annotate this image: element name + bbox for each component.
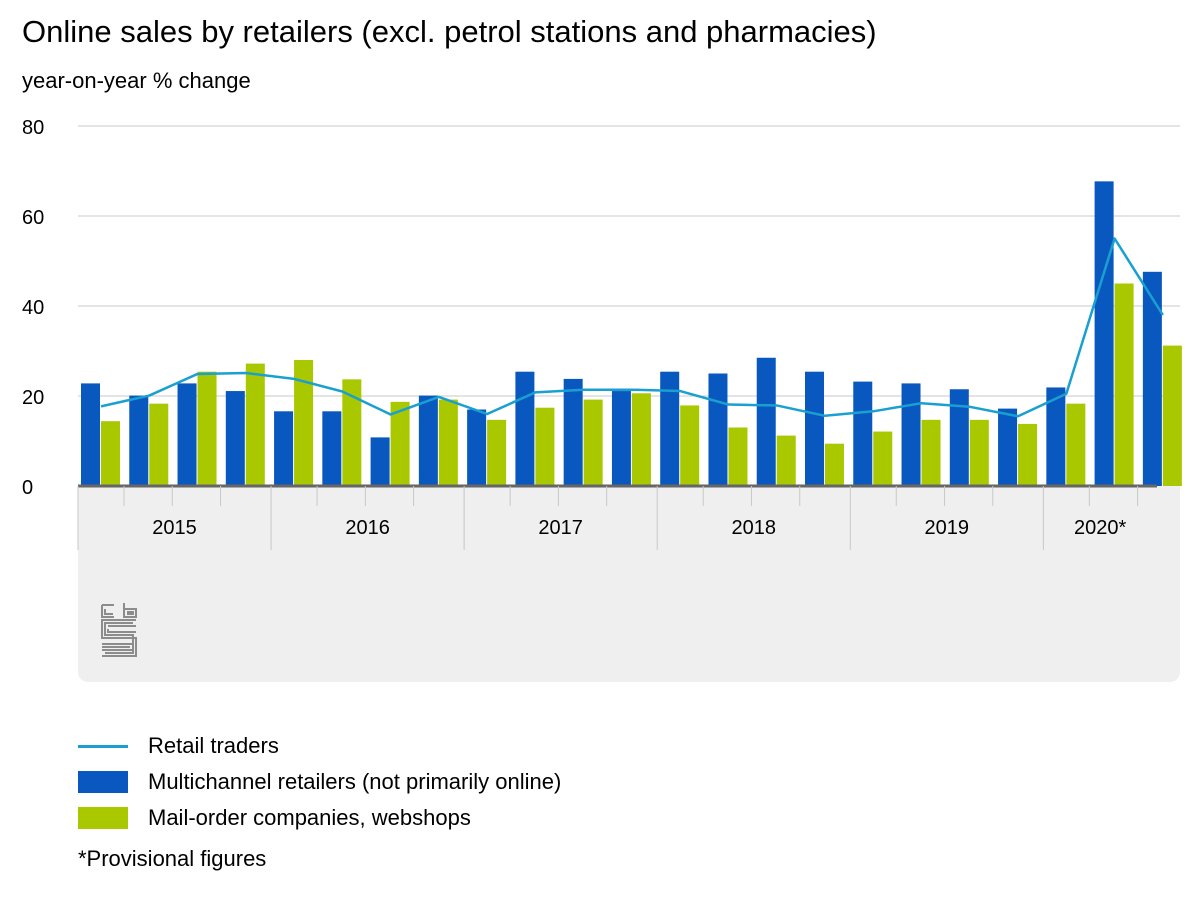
chart-title: Online sales by retailers (excl. petrol … <box>22 14 877 49</box>
legend-swatch-multichannel <box>78 771 128 793</box>
x-year-label: 2020* <box>1074 517 1126 539</box>
bar-multichannel <box>467 409 487 486</box>
legend-swatch-mail-order <box>78 807 128 829</box>
bar-multichannel <box>177 383 197 486</box>
bar-multichannel <box>901 383 921 486</box>
bar-multichannel <box>274 411 294 486</box>
bar-mail-order <box>680 405 700 486</box>
y-tick-labels: 0 20 40 60 80 <box>22 117 44 499</box>
bar-multichannel <box>708 373 728 486</box>
bar-mail-order <box>583 399 603 486</box>
bar-mail-order <box>245 363 265 486</box>
x-year-label: 2017 <box>538 517 583 539</box>
bar-mail-order <box>1018 423 1038 486</box>
bar-multichannel <box>418 395 438 486</box>
gridlines <box>78 125 1180 397</box>
x-year-label: 2018 <box>731 517 776 539</box>
legend-label-mail-order: Mail-order companies, webshops <box>148 805 471 830</box>
bar-mail-order <box>438 399 458 486</box>
bar-multichannel <box>129 395 149 486</box>
y-tick-label: 20 <box>22 387 44 409</box>
x-year-label: 2019 <box>925 517 970 539</box>
bar-mail-order <box>728 427 748 486</box>
bar-mail-order <box>294 360 314 486</box>
legend-label-multichannel: Multichannel retailers (not primarily on… <box>148 769 562 794</box>
y-tick-label: 0 <box>22 477 33 499</box>
y-axis-label: year-on-year % change <box>22 68 251 93</box>
bar-mail-order <box>101 421 120 486</box>
legend-item-multichannel: Multichannel retailers (not primarily on… <box>78 764 561 800</box>
legend-swatch-retail-traders <box>78 744 128 748</box>
bar-multichannel <box>949 389 969 486</box>
legend-item-retail-traders: Retail traders <box>78 728 561 764</box>
bar-multichannel <box>1046 387 1066 486</box>
bar-multichannel <box>805 371 824 486</box>
legend: Retail traders Multichannel retailers (n… <box>78 728 561 836</box>
bar-mail-order <box>390 401 410 486</box>
y-tick-label: 60 <box>22 207 44 229</box>
bar-multichannel <box>225 391 245 486</box>
bar-multichannel <box>81 383 100 486</box>
bar-mail-order <box>197 371 217 486</box>
cbs-logo-icon <box>101 603 137 657</box>
bar-mail-order <box>921 419 941 486</box>
bar-multichannel <box>515 371 535 486</box>
footnote: *Provisional figures <box>78 846 267 871</box>
bar-multichannel <box>370 437 390 486</box>
bar-mail-order <box>1162 345 1182 486</box>
bar-multichannel <box>756 357 776 486</box>
bar-mail-order <box>1114 283 1134 486</box>
x-axis: 2015 2016 2017 2018 2019 2020* <box>77 484 1157 550</box>
bar-multichannel <box>322 411 342 486</box>
bar-multichannel <box>998 408 1018 486</box>
y-tick-label: 80 <box>22 117 44 139</box>
y-tick-label: 40 <box>22 297 44 319</box>
bar-mail-order <box>487 419 507 486</box>
bar-mail-order <box>631 393 651 486</box>
x-axis-panel-top <box>78 486 1180 506</box>
bar-mail-order <box>969 419 989 486</box>
bar-multichannel <box>1094 181 1114 486</box>
bar-multichannel <box>660 371 680 486</box>
bar-mail-order <box>825 443 844 486</box>
retail-traders-line-group <box>100 237 1164 418</box>
chart-plot: 0 20 40 60 80 2015 2016 2017 2018 2019 2020* <box>22 117 1182 682</box>
bar-multichannel <box>1142 271 1162 486</box>
bar-mail-order <box>342 379 362 486</box>
bar-mail-order <box>776 435 796 486</box>
retail-traders-line <box>100 237 1164 418</box>
x-year-label: 2015 <box>152 517 197 539</box>
bar-mail-order <box>149 403 169 486</box>
bar-mail-order <box>1066 403 1086 486</box>
x-year-label: 2016 <box>345 517 390 539</box>
bars <box>81 181 1182 486</box>
bar-multichannel <box>611 391 631 486</box>
legend-label-retail-traders: Retail traders <box>148 733 279 758</box>
bar-mail-order <box>535 407 555 486</box>
bar-mail-order <box>873 431 893 486</box>
legend-item-mail-order: Mail-order companies, webshops <box>78 800 561 836</box>
bar-multichannel <box>853 381 873 486</box>
bar-multichannel <box>563 378 583 486</box>
x-axis-panel <box>78 486 1180 682</box>
